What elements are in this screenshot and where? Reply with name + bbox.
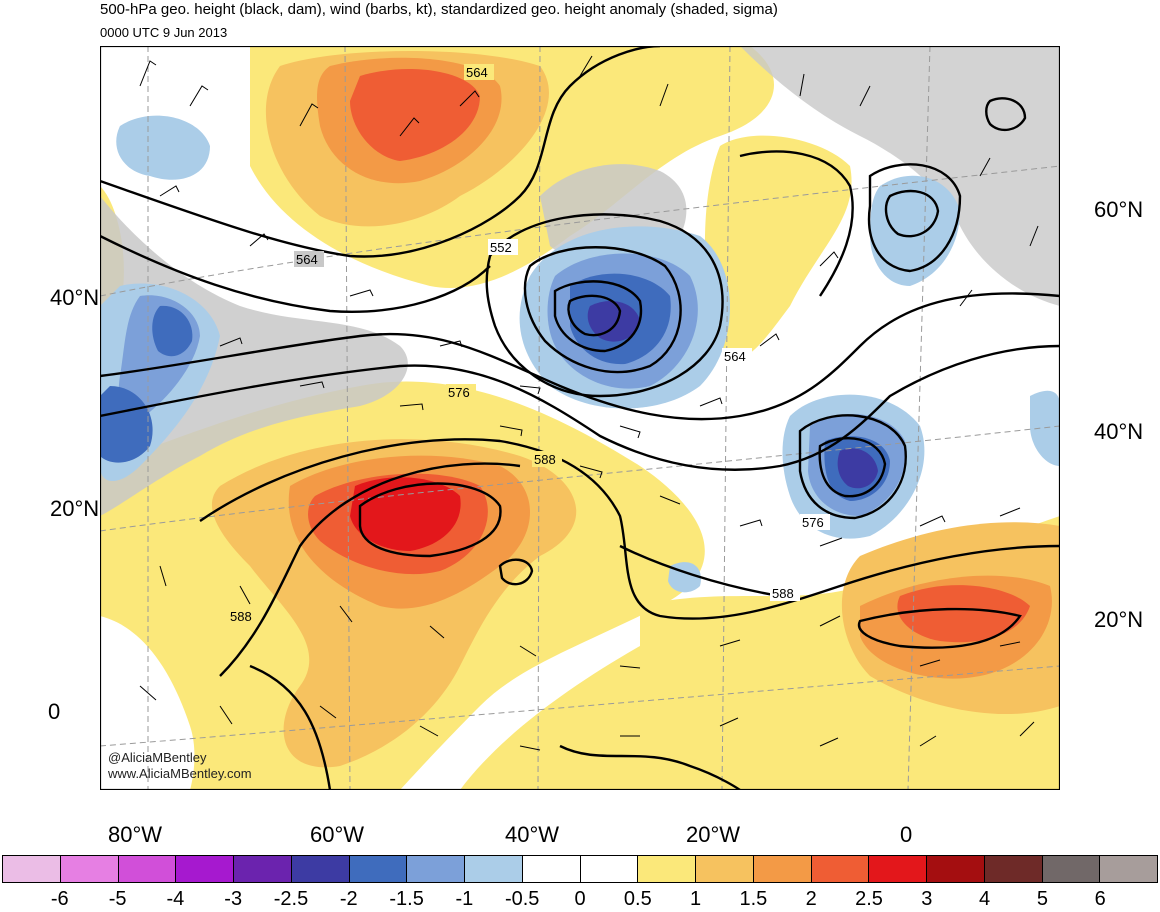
credit-handle: @AliciaMBentley (108, 750, 207, 765)
colorbar-label: -4 (166, 888, 185, 910)
colorbar-box (406, 855, 464, 883)
credit-url: www.AliciaMBentley.com (108, 766, 252, 781)
colorbar-box (2, 855, 60, 883)
map-panel: 564 564 552 564 576 588 576 588 588 (100, 46, 1060, 790)
colorbar-box (868, 855, 926, 883)
colorbar-label: 6 (1094, 888, 1106, 910)
colorbar-label: 5 (1036, 888, 1048, 910)
colorbar-label: -2 (339, 888, 358, 910)
colorbar-box (348, 855, 407, 883)
map-border (100, 46, 1060, 790)
contour-label-552: 552 (490, 240, 512, 255)
colorbar-label: 0 (574, 888, 586, 910)
lat-label-left-20n: 20°N (50, 496, 100, 521)
colorbar-label: -0.5 (504, 888, 540, 910)
colorbar-box (637, 855, 695, 883)
colorbar-box (59, 855, 118, 883)
lat-label-left-0: 0 (48, 699, 61, 724)
colorbar-label: -5 (108, 888, 127, 910)
graticule (100, 46, 1060, 790)
map-canvas: 564 564 552 564 576 588 576 588 588 (100, 46, 1060, 790)
colorbar-box (464, 855, 522, 883)
anomaly-shading-positive (100, 46, 1060, 790)
colorbar-label: -3 (224, 888, 243, 910)
contour-label-564-west: 564 (296, 252, 318, 267)
contour-label-588-central: 588 (534, 452, 556, 467)
colorbar-label: 4 (979, 888, 991, 910)
colorbar-box (175, 855, 233, 883)
lon-label-60w: 60°W (310, 822, 365, 847)
colorbar-label: -6 (50, 888, 69, 910)
lon-label-20w: 20°W (686, 822, 741, 847)
colorbar (2, 855, 1158, 885)
colorbar-label: -1 (455, 888, 474, 910)
contour-label-564-north: 564 (466, 65, 488, 80)
lat-label-right-40n: 40°N (1094, 419, 1144, 444)
contour-label-588-west: 588 (230, 609, 252, 624)
colorbar-label: 3 (921, 888, 933, 910)
colorbar-label: 1.5 (739, 888, 768, 910)
contour-label-576-west: 576 (448, 385, 470, 400)
contour-label-564-east: 564 (724, 349, 746, 364)
colorbar-box (1041, 855, 1100, 883)
lat-label-right-60n: 60°N (1094, 197, 1144, 222)
colorbar-box (521, 855, 580, 883)
contour-label-576-east: 576 (802, 515, 824, 530)
colorbar-box (810, 855, 869, 883)
lat-label-right-20n: 20°N (1094, 607, 1144, 632)
colorbar-box (926, 855, 984, 883)
anomaly-shading-negative (100, 115, 1060, 593)
colorbar-box (290, 855, 349, 883)
lon-label-40w: 40°W (505, 822, 560, 847)
colorbar-box (233, 855, 291, 883)
colorbar-box (752, 855, 811, 883)
lon-label-0: 0 (900, 822, 913, 847)
colorbar-label: 0.5 (623, 888, 652, 910)
lat-label-left-40n: 40°N (50, 285, 100, 310)
colorbar-label: -1.5 (389, 888, 424, 910)
wind-barbs (139, 55, 1039, 751)
contour-label-588-east: 588 (772, 586, 794, 601)
colorbar-label: 2.5 (855, 888, 883, 910)
contour-labels: 564 564 552 564 576 588 576 588 588 (228, 64, 830, 624)
colorbar-label: 1 (690, 888, 702, 910)
colorbar-box (579, 855, 638, 883)
land-mask (100, 46, 1060, 790)
chart-title: 500-hPa geo. height (black, dam), wind (… (100, 1, 778, 18)
valid-time: 0000 UTC 9 Jun 2013 (100, 25, 228, 40)
colorbar-box (117, 855, 176, 883)
colorbar-label: -2.5 (273, 888, 309, 910)
colorbar-box (695, 855, 753, 883)
colorbar-label: 2 (805, 888, 817, 910)
colorbar-box (1099, 855, 1158, 883)
lon-label-80w: 80°W (108, 822, 163, 847)
colorbar-box (983, 855, 1042, 883)
height-contours (100, 46, 1060, 790)
